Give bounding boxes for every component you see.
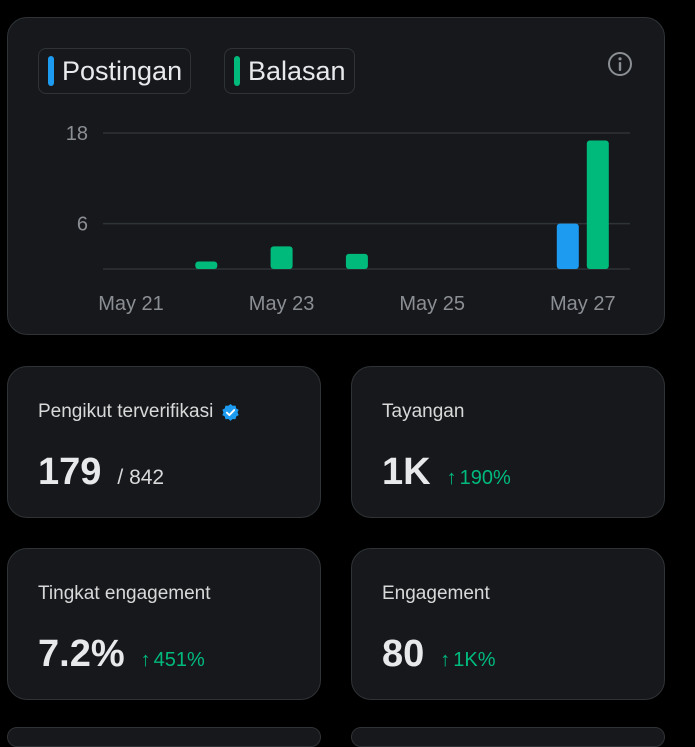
stat-row: 80 ↑ 1K% <box>382 633 496 676</box>
stat-title: Engagement <box>382 583 490 605</box>
legend-swatch-postingan <box>48 56 54 86</box>
x-tick-label: May 21 <box>98 293 164 315</box>
stat-title-text: Tingkat engagement <box>38 583 211 604</box>
legend-label-postingan: Postingan <box>62 55 183 86</box>
next-card-left <box>7 727 321 747</box>
stat-change: ↑ 451% <box>141 649 205 672</box>
stat-value: 80 <box>382 633 425 675</box>
stat-card-engagement[interactable]: Engagement 80 ↑ 1K% <box>351 548 665 700</box>
chart-card: Postingan Balasan 6 18 May 21 May 23 May 25 M… <box>7 17 665 335</box>
x-tick-label: May 23 <box>249 293 315 315</box>
y-tick-label: 18 <box>66 123 88 145</box>
stat-change: ↑ 1K% <box>440 649 495 672</box>
stat-value: 1K <box>382 451 431 493</box>
stat-value: 7.2% <box>38 633 125 675</box>
stat-card-verified-followers[interactable]: Pengikut terverifikasi 179 / 842 <box>7 366 321 518</box>
stat-title-text: Tayangan <box>382 401 465 422</box>
bar-balasan-may-27[interactable] <box>586 140 609 269</box>
x-tick-label: May 27 <box>550 293 616 315</box>
arrow-up-icon: ↑ <box>140 649 151 671</box>
bar-balasan-may-24[interactable] <box>345 253 368 269</box>
stat-value: 179 <box>38 451 102 493</box>
stat-change: ↑ 190% <box>447 467 511 490</box>
arrow-up-icon: ↑ <box>446 467 457 489</box>
next-card-right <box>351 727 665 747</box>
bar-chart: 6 18 May 21 May 23 May 25 May 27 <box>66 123 630 315</box>
legend-swatch-balasan <box>234 56 240 86</box>
stat-title: Tingkat engagement <box>38 583 211 605</box>
bar-balasan-may-23[interactable] <box>270 246 293 269</box>
legend-postingan[interactable]: Postingan <box>38 48 192 94</box>
stat-total: / 842 <box>117 466 165 489</box>
x-tick-label: May 25 <box>399 293 465 315</box>
stat-title-text: Pengikut terverifikasi <box>38 401 214 422</box>
bar-balasan-may-22[interactable] <box>195 261 218 269</box>
y-tick-label: 6 <box>77 214 88 236</box>
stat-row: 179 / 842 <box>38 451 164 494</box>
stat-title: Pengikut terverifikasi <box>38 401 240 423</box>
bar-postingan-may-27[interactable] <box>556 223 579 269</box>
stat-change-value: 190% <box>459 467 511 489</box>
stat-change-value: 1K% <box>453 649 496 671</box>
stat-title-text: Engagement <box>382 583 490 604</box>
stat-title: Tayangan <box>382 401 464 423</box>
stat-card-views[interactable]: Tayangan 1K ↑ 190% <box>351 366 665 518</box>
stat-row: 7.2% ↑ 451% <box>38 633 205 676</box>
info-icon[interactable] <box>606 50 634 78</box>
arrow-up-icon: ↑ <box>440 649 451 671</box>
legend-label-balasan: Balasan <box>248 55 346 86</box>
stat-row: 1K ↑ 190% <box>382 451 511 494</box>
legend-balasan[interactable]: Balasan <box>224 48 355 94</box>
stat-card-engagement-rate[interactable]: Tingkat engagement 7.2% ↑ 451% <box>7 548 321 700</box>
verified-badge-icon <box>222 403 239 421</box>
stat-change-value: 451% <box>153 649 205 671</box>
